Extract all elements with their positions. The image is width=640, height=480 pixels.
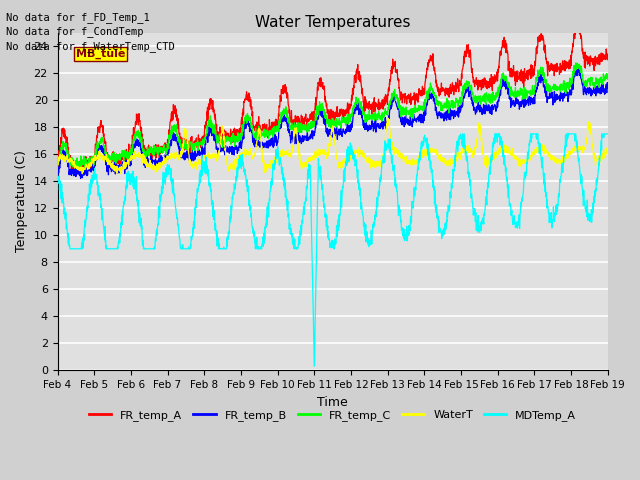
X-axis label: Time: Time	[317, 396, 348, 408]
FR_temp_C	[82, 156, 90, 161]
WaterT	[307, 156, 314, 162]
MDTemp_A	[54, 180, 61, 185]
WaterT	[79, 171, 86, 177]
FR_temp_A	[307, 113, 314, 119]
FR_temp_B	[321, 117, 329, 122]
Line: FR_temp_C: FR_temp_C	[58, 63, 607, 169]
FR_temp_C	[75, 166, 83, 172]
MDTemp_A	[310, 363, 318, 369]
MDTemp_A	[321, 212, 329, 217]
FR_temp_C	[487, 97, 495, 103]
FR_temp_A	[588, 58, 596, 63]
FR_temp_A	[573, 17, 580, 23]
MDTemp_A	[307, 175, 314, 181]
WaterT	[384, 115, 392, 121]
Title: Water Temperatures: Water Temperatures	[255, 15, 410, 30]
Line: FR_temp_A: FR_temp_A	[58, 20, 607, 174]
Line: FR_temp_B: FR_temp_B	[58, 68, 607, 179]
FR_temp_C	[321, 116, 329, 121]
FR_temp_B	[588, 92, 596, 97]
FR_temp_A	[321, 99, 329, 105]
Text: No data for f_WaterTemp_CTD: No data for f_WaterTemp_CTD	[6, 41, 175, 52]
FR_temp_C	[54, 163, 61, 169]
WaterT	[321, 152, 329, 157]
FR_temp_B	[82, 170, 90, 176]
Text: No data for f_CondTemp: No data for f_CondTemp	[6, 26, 144, 37]
MDTemp_A	[604, 131, 611, 137]
WaterT	[588, 143, 596, 148]
MDTemp_A	[82, 221, 90, 227]
Legend: FR_temp_A, FR_temp_B, FR_temp_C, WaterT, MDTemp_A: FR_temp_A, FR_temp_B, FR_temp_C, WaterT,…	[84, 406, 580, 426]
Y-axis label: Temperature (C): Temperature (C)	[15, 151, 28, 252]
FR_temp_C	[588, 79, 596, 85]
FR_temp_A	[604, 51, 611, 57]
FR_temp_A	[74, 171, 82, 177]
FR_temp_A	[487, 84, 495, 89]
FR_temp_A	[82, 154, 90, 159]
MDTemp_A	[588, 210, 596, 216]
FR_temp_A	[54, 168, 61, 174]
WaterT	[54, 157, 61, 163]
MDTemp_A	[488, 153, 495, 159]
FR_temp_B	[307, 132, 314, 138]
Text: No data for f_FD_Temp_1: No data for f_FD_Temp_1	[6, 12, 150, 23]
FR_temp_C	[572, 60, 580, 66]
FR_temp_A	[588, 58, 596, 63]
FR_temp_B	[487, 110, 495, 116]
FR_temp_B	[588, 89, 595, 95]
FR_temp_C	[588, 74, 596, 80]
Line: WaterT: WaterT	[58, 118, 607, 174]
MDTemp_A	[457, 131, 465, 137]
FR_temp_B	[572, 65, 580, 71]
FR_temp_C	[307, 123, 314, 129]
WaterT	[604, 145, 611, 151]
Text: MB_tule: MB_tule	[76, 49, 125, 59]
FR_temp_C	[604, 74, 611, 80]
WaterT	[82, 161, 90, 167]
FR_temp_B	[54, 176, 61, 182]
WaterT	[488, 154, 495, 160]
Line: MDTemp_A: MDTemp_A	[58, 134, 607, 366]
WaterT	[588, 142, 596, 147]
MDTemp_A	[588, 210, 596, 216]
FR_temp_B	[604, 85, 611, 91]
